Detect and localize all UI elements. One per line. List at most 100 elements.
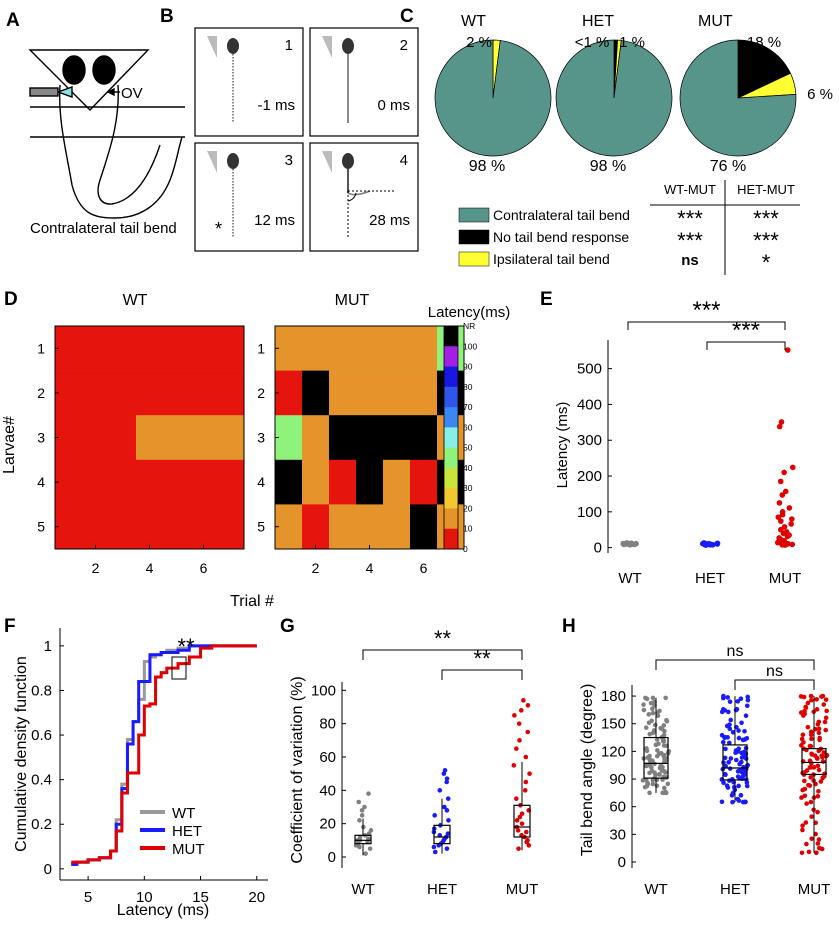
heatmap-cell [109,415,137,461]
colorbar-segment [444,508,458,530]
data-point [661,768,667,774]
colorbar-label: 10 [463,524,473,534]
data-point [728,717,734,723]
data-point [779,492,786,498]
data-point [798,694,804,699]
heatmap-xlabel: Trial # [230,593,274,610]
y-tick-label: 0.4 [31,772,52,789]
sig-label: ns [727,643,744,660]
data-point [640,778,646,783]
data-point [776,423,783,430]
heatmap-cell [383,459,411,505]
heatmap-cell [217,326,245,371]
data-point [725,735,730,740]
x-tick-label: MUT [506,881,539,898]
data-point [739,755,745,760]
data-point [788,521,794,527]
x-tick-label: HET [720,881,750,898]
colorbar-label: 100 [463,341,477,351]
data-point [647,758,653,764]
data-point [431,844,437,850]
axis-label-x: Latency (ms) [117,902,209,919]
heatmap-cell [136,415,164,461]
data-point [777,478,784,485]
data-point [655,713,661,719]
data-point [803,704,808,710]
data-point [649,768,655,774]
heatmap-cell [329,326,357,371]
y-tick-label: 0 [328,849,336,866]
data-point [722,755,728,761]
heatmap-cell [383,415,411,461]
x-tick-label: HET [695,570,725,587]
data-point [663,695,668,701]
data-point [808,729,814,735]
data-point [714,541,721,547]
data-point [723,772,728,778]
data-point [643,725,649,730]
heatmap-cell [190,370,218,416]
larva-schematic [28,49,185,219]
panel-a-caption: Contralateral tail bend [30,220,177,237]
data-point [816,837,822,842]
data-point [525,703,531,708]
data-point [647,731,653,737]
data-point [356,799,362,805]
data-point [445,796,451,801]
data-point [720,695,726,701]
x-tick-label: WT [618,570,641,587]
data-point [652,722,658,728]
data-point [446,818,451,823]
heatmap-cell [136,459,164,505]
heatmap-xtick-label: 2 [312,560,320,576]
data-point [815,763,821,769]
pie-label-yellow: 6 % [807,86,833,103]
data-point [521,698,526,703]
data-point [724,723,730,729]
heatmap-cell [109,326,137,371]
data-point [816,767,822,773]
data-point [779,511,786,518]
data-point [523,754,529,760]
data-point [744,783,750,789]
heatmap-cell [329,370,357,416]
y-tick-label: 60 [319,749,336,766]
x-tick-label: MUT [798,881,831,898]
colorbar-segment [444,488,458,509]
data-point [823,697,829,702]
data-point [800,732,806,738]
data-point [814,707,820,712]
data-point [804,801,809,806]
data-point [644,748,650,754]
panel-e-letter: E [540,289,553,310]
data-point [802,778,807,784]
data-point [730,776,735,782]
y-tick-label: 90 [609,771,626,788]
data-point [741,749,747,755]
heatmap-cell [217,459,245,505]
x-tick-label: 10 [136,889,153,906]
sig-bracket-wt-mut [655,659,815,670]
data-point [511,763,517,768]
heatmap-cell [82,415,110,461]
sig-wt-mut: *** [677,206,703,231]
heatmap-cell [356,415,384,461]
sig-wt-mut: *** [677,228,703,253]
pie-slice [555,39,673,157]
data-point [719,799,725,805]
data-point [724,783,730,788]
legend-swatch [458,251,490,267]
data-point [799,795,804,800]
data-point [808,799,814,805]
heatmap-cell [383,504,411,550]
frame-shadow-shape [207,36,217,58]
y-tick-label: 100 [311,682,336,699]
panel-f-letter: F [4,616,16,637]
colorbar-label: 80 [463,382,473,392]
data-point [519,821,525,826]
pie-mut: MUT 18 % 6 % 76 % [679,13,833,175]
pie-title: MUT [698,13,733,30]
heatmap-cell [217,370,245,416]
data-point [735,699,741,704]
